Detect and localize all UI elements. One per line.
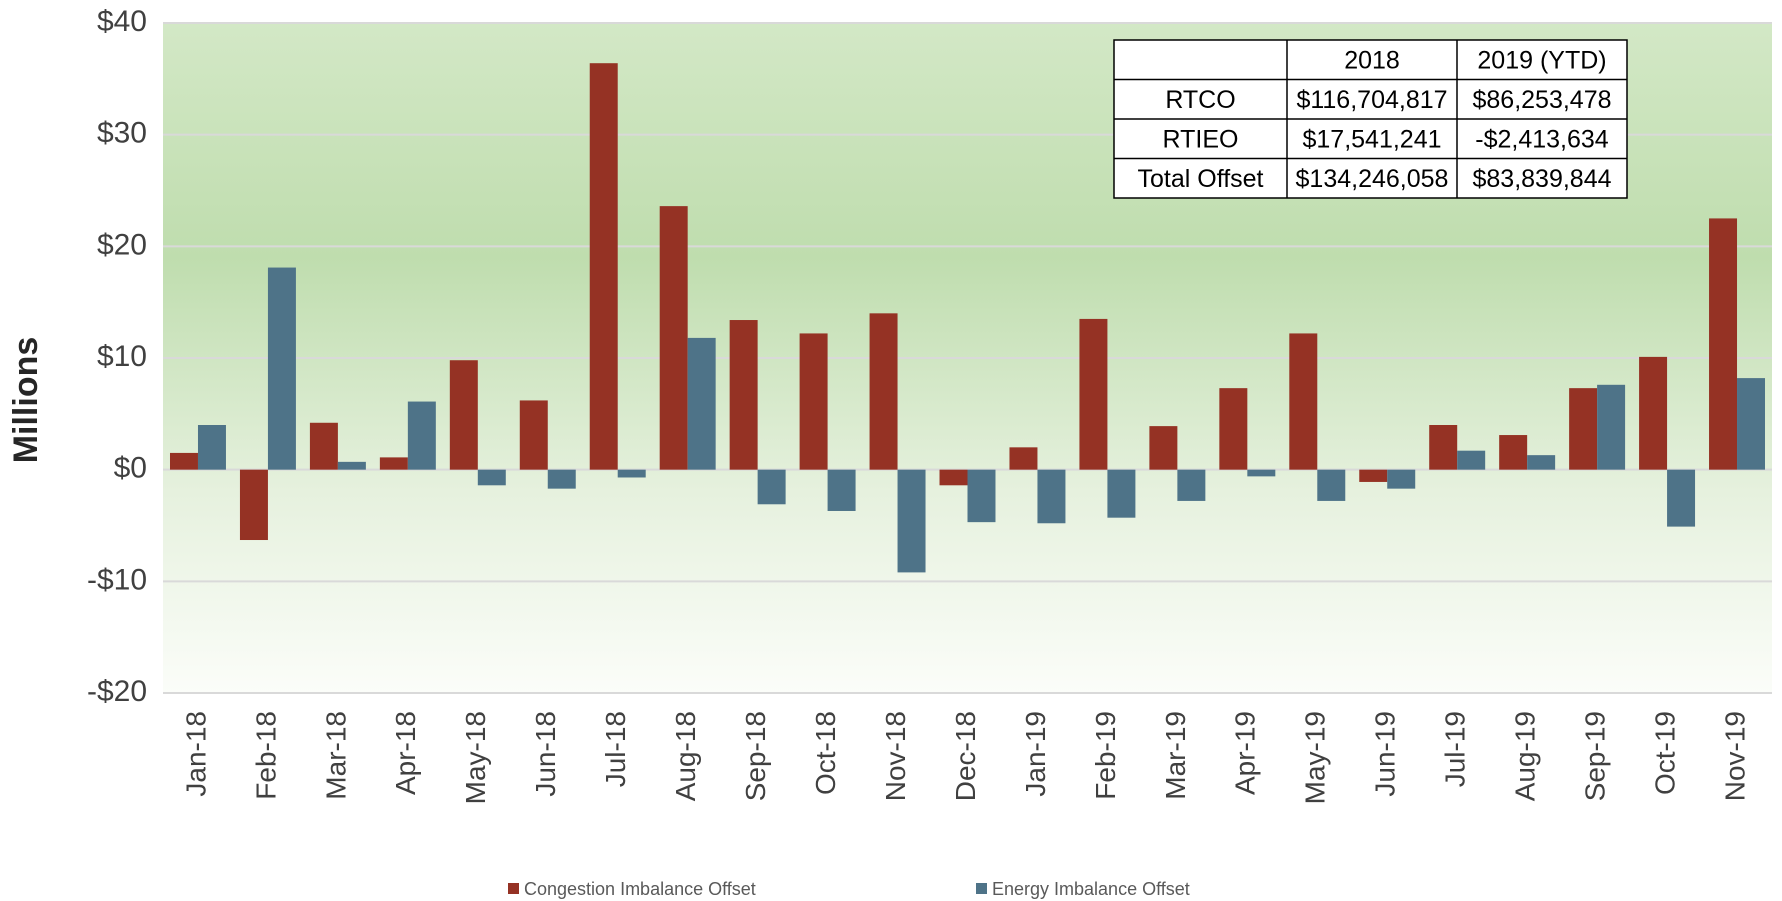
bar (1079, 318, 1108, 470)
bar (1639, 356, 1668, 470)
table-cell: $86,253,478 (1472, 86, 1611, 114)
table-cell: -$2,413,634 (1475, 125, 1609, 153)
table-cell: $17,541,241 (1302, 125, 1441, 153)
bar (1429, 425, 1458, 470)
bar (799, 333, 828, 470)
bar (1219, 388, 1248, 470)
legend-label: Energy Imbalance Offset (992, 879, 1190, 899)
x-tick-label: Oct-18 (810, 711, 841, 795)
y-tick-label: -$10 (87, 563, 147, 596)
x-tick-label: May-18 (460, 711, 491, 804)
x-tick-label: Jun-19 (1370, 711, 1401, 797)
x-tick-label: Aug-19 (1510, 711, 1541, 801)
table-row-label: RTCO (1165, 86, 1235, 114)
bar (967, 469, 996, 523)
x-tick-label: Nov-18 (880, 711, 911, 801)
bar (1737, 378, 1766, 470)
bar (309, 422, 338, 470)
x-tick-label: Sep-18 (740, 711, 771, 801)
y-tick-label: $30 (97, 117, 147, 150)
summary-table: 2018 2019 (YTD) RTCO $116,704,817 $86,253,47… (1113, 39, 1628, 199)
bar (1107, 469, 1136, 518)
x-tick-label: Nov-19 (1719, 711, 1750, 801)
x-tick-label: Apr-19 (1230, 711, 1261, 795)
bar (547, 469, 576, 489)
bar (757, 469, 786, 505)
bar (1597, 384, 1626, 470)
x-tick-label: Mar-18 (320, 711, 351, 800)
x-tick-label: Apr-18 (390, 711, 421, 795)
bar (1387, 469, 1416, 489)
y-tick-label: $10 (97, 340, 147, 373)
table-row-label: Total Offset (1138, 165, 1264, 193)
bar (197, 425, 226, 470)
bar (659, 206, 688, 470)
bar (1527, 455, 1556, 470)
x-tick-label: Jul-18 (600, 711, 631, 787)
bar (1709, 218, 1738, 470)
table-header: 2019 (YTD) (1477, 46, 1606, 74)
bar (407, 401, 436, 470)
x-tick-label: May-19 (1300, 711, 1331, 804)
bar (1149, 426, 1178, 470)
table-cell: $134,246,058 (1296, 165, 1449, 193)
table-cell: $83,839,844 (1472, 165, 1611, 193)
x-tick-label: Feb-19 (1090, 711, 1121, 800)
legend-swatch (976, 883, 987, 894)
bar (267, 267, 296, 470)
bar (729, 320, 758, 470)
bar (519, 400, 548, 470)
bar (1359, 469, 1388, 482)
bar (379, 457, 408, 470)
x-tick-label: Jan-18 (180, 711, 211, 797)
bar (869, 313, 898, 470)
bar (1247, 469, 1276, 477)
table-row-label: RTIEO (1163, 125, 1239, 153)
bar (337, 461, 366, 470)
bar (1177, 469, 1206, 501)
x-tick-label: Oct-19 (1649, 711, 1680, 795)
x-tick-label: Jun-18 (530, 711, 561, 797)
bar (1037, 469, 1066, 524)
bar (1317, 469, 1346, 501)
x-tick-label: Dec-18 (950, 711, 981, 801)
y-axis-label: Millions (7, 337, 45, 464)
y-tick-label: $40 (97, 5, 147, 38)
x-tick-label: Sep-19 (1579, 711, 1610, 801)
bar (939, 469, 968, 486)
y-tick-label: -$20 (87, 675, 147, 708)
bar (1499, 435, 1528, 470)
table-header: 2018 (1344, 46, 1400, 74)
bar (239, 469, 268, 541)
x-tick-label: Mar-19 (1160, 711, 1191, 800)
bar (1569, 388, 1598, 470)
bar (1289, 333, 1318, 470)
bar (617, 469, 646, 478)
bar (1009, 447, 1038, 470)
bar (897, 469, 926, 573)
x-tick-label: Jan-19 (1020, 711, 1051, 797)
bar (1457, 450, 1486, 470)
legend-swatch (508, 883, 519, 894)
bar (169, 452, 198, 470)
y-tick-label: $20 (97, 228, 147, 261)
y-tick-label: $0 (114, 452, 147, 485)
table-cell: $116,704,817 (1296, 86, 1447, 114)
x-tick-label: Feb-18 (250, 711, 281, 800)
x-tick-label: Aug-18 (670, 711, 701, 801)
bar (589, 63, 618, 470)
bar (687, 337, 716, 470)
bar (1667, 469, 1696, 527)
x-tick-label: Jul-19 (1440, 711, 1471, 787)
bar (449, 360, 478, 470)
bar (827, 469, 856, 511)
bar (477, 469, 506, 486)
legend-label: Congestion Imbalance Offset (524, 879, 756, 899)
